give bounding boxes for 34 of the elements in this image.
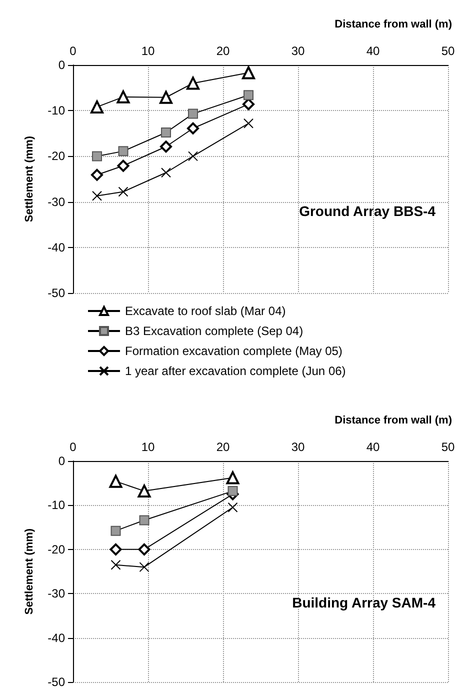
x-tick-label: 50 bbox=[441, 440, 455, 454]
legend-label: Excavate to roof slab (Mar 04) bbox=[125, 304, 286, 318]
y-tick-label: -20 bbox=[48, 149, 66, 164]
x-tick-label: 10 bbox=[141, 44, 155, 58]
x-axis-title: Distance from wall (m) bbox=[334, 414, 452, 426]
y-tick-label: -10 bbox=[48, 104, 66, 118]
legend-label: B3 Excavation complete (Sep 04) bbox=[125, 324, 304, 338]
annotation: Ground Array BBS-4 bbox=[299, 202, 436, 219]
x-tick-label: 30 bbox=[291, 44, 305, 58]
y-axis-title: Settlement (mm) bbox=[24, 136, 36, 222]
y-tick-label: -10 bbox=[48, 498, 66, 512]
x-tick-label: 20 bbox=[216, 44, 230, 58]
y-tick-label: -50 bbox=[48, 286, 66, 300]
y-axis-title: Settlement (mm) bbox=[24, 528, 36, 615]
y-tick-label: 0 bbox=[58, 454, 66, 468]
y-tick-label: -40 bbox=[48, 240, 66, 254]
legend-label: 1 year after excavation complete (Jun 06) bbox=[125, 364, 346, 378]
x-tick-label: 0 bbox=[70, 44, 77, 58]
x-tick-label: 10 bbox=[141, 440, 155, 454]
y-tick-label: -40 bbox=[48, 630, 66, 645]
x-tick-label: 40 bbox=[366, 44, 380, 58]
y-tick-label: 0 bbox=[58, 58, 66, 72]
annotation: Building Array SAM-4 bbox=[292, 594, 436, 611]
y-tick-label: -50 bbox=[48, 675, 66, 689]
x-tick-label: 20 bbox=[216, 440, 230, 454]
y-tick-label: -20 bbox=[48, 542, 66, 556]
x-tick-label: 30 bbox=[291, 440, 305, 454]
legend-label: Formation excavation complete (May 05) bbox=[125, 344, 342, 358]
y-tick-label: -30 bbox=[48, 586, 66, 601]
x-tick-label: 0 bbox=[70, 440, 77, 454]
y-tick-label: -30 bbox=[48, 194, 66, 209]
x-tick-label: 50 bbox=[441, 44, 455, 58]
x-axis-title: Distance from wall (m) bbox=[334, 18, 452, 30]
x-tick-label: 40 bbox=[366, 440, 380, 454]
